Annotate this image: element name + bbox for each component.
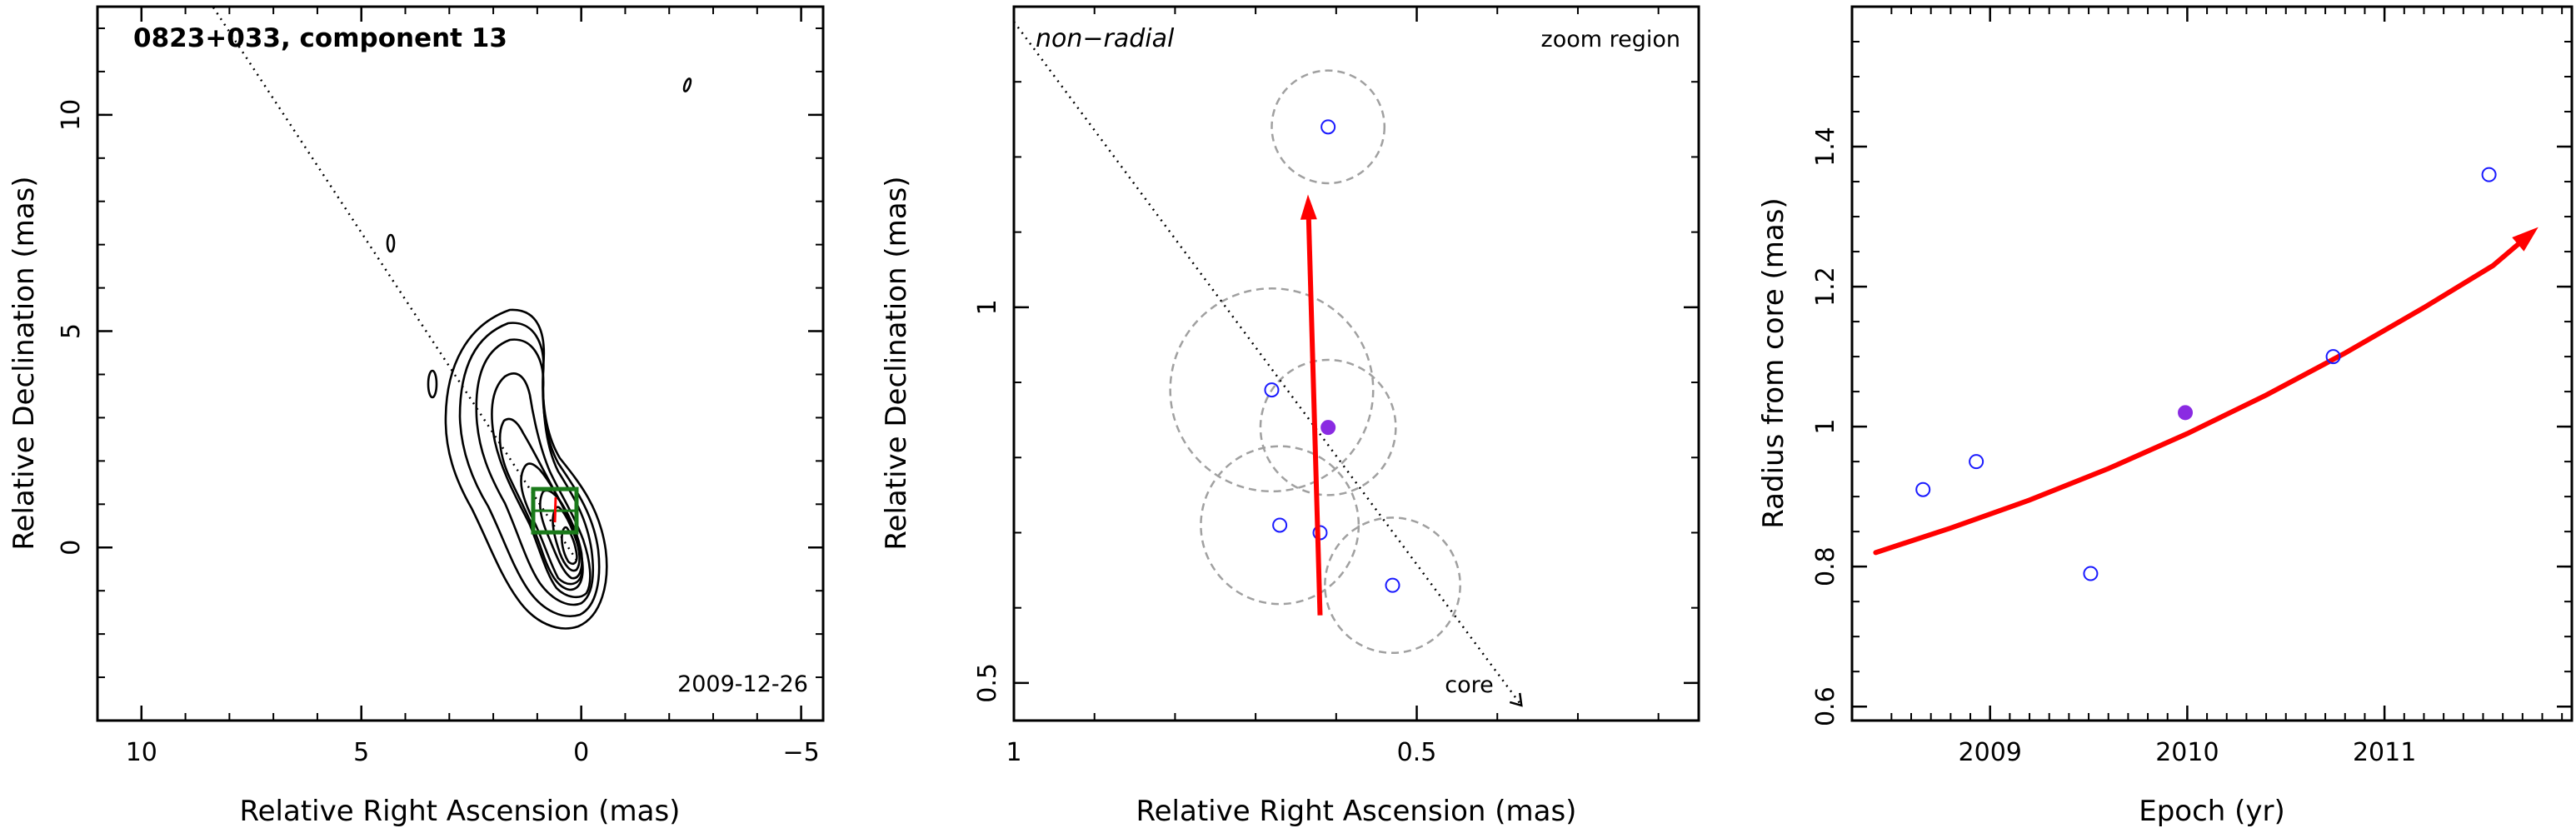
data-point: [1385, 577, 1400, 593]
contour-level-4: [491, 372, 592, 599]
uncertainty-circle: [1259, 358, 1397, 496]
fit-curve-arrowhead: [2512, 227, 2539, 252]
uncertainty-circle: [1324, 516, 1461, 655]
contour-level-9: [561, 526, 578, 565]
radius-y-axis-label: Radius from core (mas): [1757, 197, 1790, 528]
data-point: [1264, 382, 1280, 398]
zoom-y-tick-label: 1: [973, 299, 1002, 315]
radius-plot-frame: [1850, 5, 2574, 722]
data-point: [2481, 167, 2497, 182]
contour-y-tick-label: 10: [57, 99, 86, 131]
contour-panel: 10 5 0 −5 0 5 10: [7, 5, 825, 828]
radius-data-points: [1915, 167, 2497, 581]
contour-x-tick-label: 5: [353, 738, 369, 767]
core-arrowhead: [1509, 692, 1523, 707]
zoom-data-points: [1264, 119, 1400, 593]
contour-x-tick-label: 10: [126, 738, 157, 767]
uncertainty-circle: [1200, 445, 1360, 606]
contour-plot-frame: [96, 5, 825, 722]
contour-y-axis-label: Relative Declination (mas): [7, 176, 41, 550]
data-point: [2083, 566, 2099, 581]
contour-x-axis-label: Relative Right Ascension (mas): [240, 795, 681, 828]
data-point: [2178, 405, 2194, 421]
data-point: [1320, 420, 1336, 436]
contour-title: 0823+033, component 13: [133, 23, 507, 53]
radius-x-tick-label: 2009: [1959, 738, 2022, 767]
uncertainty-circle: [1271, 69, 1386, 185]
contour-island-north: [386, 233, 396, 253]
data-point: [1320, 119, 1336, 135]
zoom-x-tick-label: 0.5: [1397, 738, 1437, 767]
motion-arrowhead: [1300, 194, 1317, 220]
zoom-panel: 1 0.5 0.5 1 non−radial zoom region core Rel…: [880, 5, 1700, 828]
radius-y-tick-label: 1.4: [1811, 127, 1840, 167]
zoom-tick-labels: 1 0.5 0.5 1: [973, 299, 1436, 767]
contour-lines: [386, 77, 692, 630]
zoom-axis-ticks: [1012, 6, 1699, 721]
radius-y-tick-label: 0.6: [1811, 686, 1840, 726]
data-point: [2325, 349, 2341, 365]
radius-tick-labels: 2009 2010 2011 0.6 0.8 1 1.2 1.4: [1811, 127, 2416, 767]
data-point: [1915, 481, 1931, 497]
data-point: [1272, 517, 1288, 533]
radius-y-tick-label: 1.2: [1811, 267, 1840, 307]
fit-curve: [1873, 242, 2521, 556]
contour-level-8: [552, 506, 581, 572]
data-point: [1969, 454, 1984, 470]
component-motion-arrow: [553, 497, 557, 523]
motion-arrow-line: [1305, 211, 1323, 616]
radius-y-tick-label: 1: [1811, 419, 1840, 435]
radius-y-tick-label: 0.8: [1811, 546, 1840, 586]
trajectory-line: [1014, 21, 1523, 706]
trajectory-line: [211, 7, 578, 561]
contour-island-east: [682, 77, 692, 92]
contour-tick-labels: 10 5 0 −5 0 5 10: [57, 99, 820, 767]
radius-x-axis-label: Epoch (yr): [2139, 795, 2285, 828]
uncertainty-circle: [1169, 287, 1375, 493]
contour-level-2: [458, 322, 601, 617]
contour-y-tick-label: 5: [57, 323, 86, 339]
zoom-plot-frame: [1012, 5, 1700, 722]
contour-level-7: [539, 489, 583, 580]
contour-island-west: [427, 369, 438, 399]
non-radial-label: non−radial: [1036, 24, 1175, 53]
core-label: core: [1445, 672, 1493, 698]
contour-x-tick-label: −5: [782, 738, 819, 767]
contour-y-tick-label: 0: [57, 540, 86, 556]
zoom-y-axis-label: Relative Declination (mas): [880, 176, 913, 550]
contour-x-tick-label: 0: [573, 738, 589, 767]
radius-x-tick-label: 2010: [2155, 738, 2219, 767]
radius-axis-ticks: [1852, 6, 2572, 721]
zoom-x-axis-label: Relative Right Ascension (mas): [1136, 795, 1577, 828]
contour-axis-ticks: [97, 7, 823, 721]
contour-level-5: [498, 417, 584, 591]
zoom-y-tick-label: 0.5: [973, 663, 1002, 703]
radius-x-tick-label: 2011: [2353, 738, 2416, 767]
radius-panel: 2009 2010 2011 0.6 0.8 1 1.2 1.4 Epoch (yr) Rad…: [1757, 5, 2574, 828]
uncertainty-circles: [1169, 69, 1461, 655]
zoom-x-tick-label: 1: [1006, 738, 1021, 767]
zoom-region-label: zoom region: [1541, 27, 1680, 52]
contour-date-label: 2009-12-26: [677, 671, 808, 697]
contour-level-3: [475, 338, 595, 606]
